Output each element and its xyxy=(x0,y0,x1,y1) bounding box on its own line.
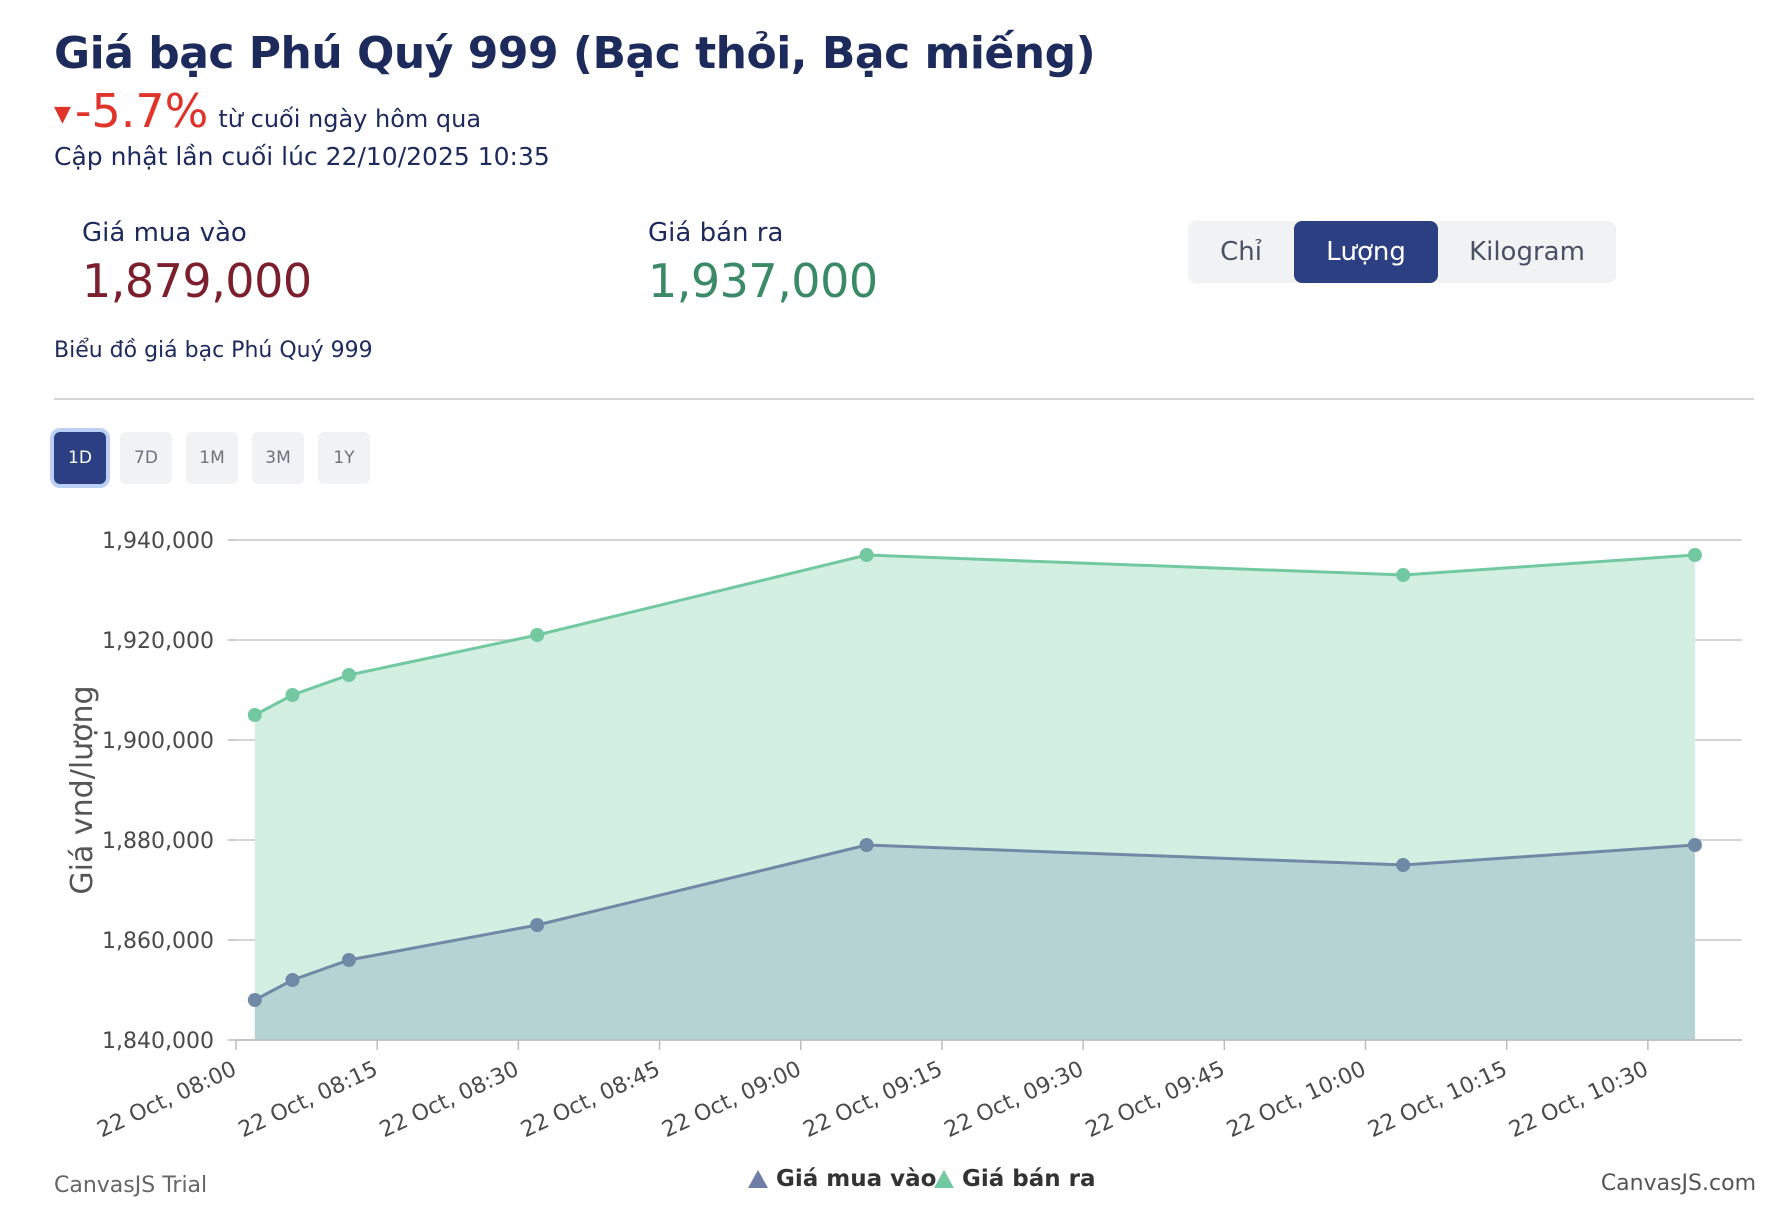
sell-point xyxy=(247,708,262,722)
sell-price-label: Giá bán ra xyxy=(648,218,784,248)
range-selector: 1D 7D 1M 3M 1Y xyxy=(54,432,370,484)
down-arrow-icon: ▼ xyxy=(54,102,71,127)
range-button-3m[interactable]: 3M xyxy=(252,432,304,484)
x-tick-label: 22 Oct, 10:15 xyxy=(1364,1057,1511,1143)
x-tick-label: 22 Oct, 08:30 xyxy=(376,1057,523,1143)
legend-marker-sell xyxy=(934,1170,954,1188)
buy-point xyxy=(285,973,300,987)
sell-point xyxy=(1687,548,1702,562)
legend-label-buy: Giá mua vào xyxy=(776,1166,936,1192)
buy-point xyxy=(341,953,356,967)
sell-price-block: Giá bán ra 1,937,000 xyxy=(648,218,878,308)
range-button-7d[interactable]: 7D xyxy=(120,432,172,484)
x-tick-label: 22 Oct, 08:15 xyxy=(235,1057,382,1143)
price-chart: 1,840,000 1,860,000 1,880,000 1,900,000 1,92… xyxy=(54,529,1756,1198)
y-tick-label: 1,840,000 xyxy=(102,1029,214,1054)
change-caption: từ cuối ngày hôm qua xyxy=(218,105,482,133)
buy-point xyxy=(1396,858,1411,872)
page-title: Giá bạc Phú Quý 999 (Bạc thỏi, Bạc miếng… xyxy=(54,28,1096,79)
y-axis-title: Giá vnd/lượng xyxy=(65,685,100,894)
unit-toggle: Chỉ Lượng Kilogram xyxy=(1188,221,1616,283)
range-button-1y[interactable]: 1Y xyxy=(318,432,370,484)
buy-point xyxy=(1687,838,1702,852)
range-button-1d[interactable]: 1D xyxy=(54,432,106,484)
unit-button-kilogram[interactable]: Kilogram xyxy=(1438,221,1616,283)
unit-button-luong[interactable]: Lượng xyxy=(1294,221,1438,283)
sell-point xyxy=(285,688,300,702)
buy-area xyxy=(254,845,1695,1040)
buy-price-label: Giá mua vào xyxy=(82,218,247,248)
x-tick-label: 22 Oct, 10:30 xyxy=(1506,1057,1653,1143)
buy-point xyxy=(247,993,262,1007)
range-button-1m[interactable]: 1M xyxy=(186,432,238,484)
x-tick-label: 22 Oct, 09:45 xyxy=(1082,1057,1229,1143)
sell-point xyxy=(1396,568,1411,582)
x-tick-label: 22 Oct, 09:30 xyxy=(941,1057,1088,1143)
buy-price-block: Giá mua vào 1,879,000 xyxy=(82,218,312,308)
y-tick-label: 1,940,000 xyxy=(102,529,214,554)
price-change: ▼ -5.7% từ cuối ngày hôm qua xyxy=(54,84,481,138)
x-tick-label: 22 Oct, 08:00 xyxy=(94,1057,241,1143)
sell-point xyxy=(530,628,545,642)
y-tick-label: 1,900,000 xyxy=(102,729,214,754)
legend-marker-buy xyxy=(748,1170,768,1188)
unit-button-chi[interactable]: Chỉ xyxy=(1188,221,1294,283)
credit-left: CanvasJS Trial xyxy=(54,1173,207,1198)
buy-point xyxy=(530,918,545,932)
credit-right: CanvasJS.com xyxy=(1601,1171,1756,1196)
sell-point xyxy=(341,668,356,682)
buy-price-value: 1,879,000 xyxy=(82,254,312,308)
change-percent: -5.7% xyxy=(74,84,209,138)
sell-price-value: 1,937,000 xyxy=(648,254,878,308)
x-tick-label: 22 Oct, 09:00 xyxy=(658,1057,805,1143)
legend-label-sell: Giá bán ra xyxy=(962,1166,1096,1192)
x-tick-label: 22 Oct, 09:15 xyxy=(800,1057,947,1143)
y-tick-label: 1,920,000 xyxy=(102,629,214,654)
x-tick-label: 22 Oct, 10:00 xyxy=(1223,1057,1370,1143)
sell-point xyxy=(859,548,874,562)
last-updated: Cập nhật lần cuối lúc 22/10/2025 10:35 xyxy=(54,142,550,171)
y-tick-label: 1,880,000 xyxy=(102,829,214,854)
divider xyxy=(54,398,1754,400)
buy-point xyxy=(859,838,874,852)
chart-caption: Biểu đồ giá bạc Phú Quý 999 xyxy=(54,338,373,363)
y-tick-label: 1,860,000 xyxy=(102,929,214,954)
x-tick-label: 22 Oct, 08:45 xyxy=(517,1057,664,1143)
